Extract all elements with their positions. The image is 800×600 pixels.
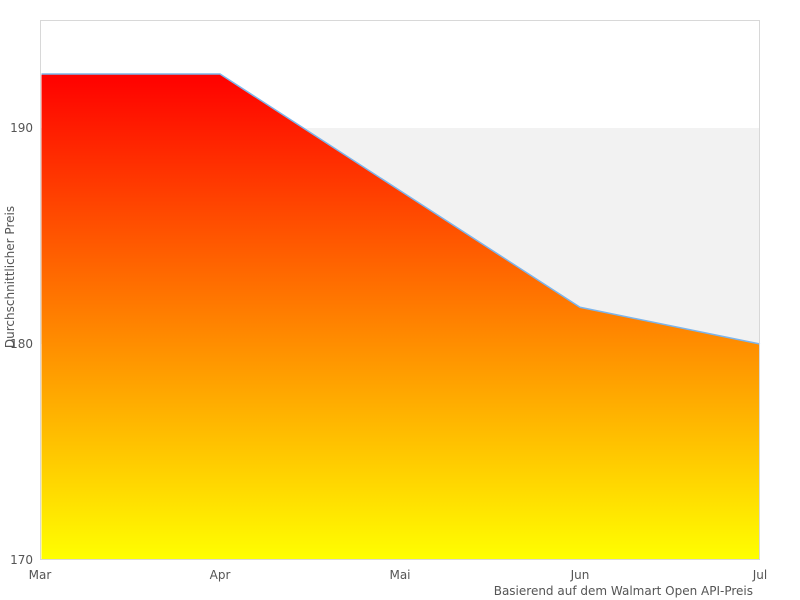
x-tick-label: Apr [209, 568, 231, 582]
x-tick-label: Mai [389, 568, 411, 582]
x-tick-label: Mar [28, 568, 52, 582]
chart-caption: Basierend auf dem Walmart Open API-Preis [493, 584, 753, 598]
x-tick-label: Jun [570, 568, 590, 582]
price-area-series[interactable] [41, 74, 761, 560]
plot-border [40, 20, 760, 560]
y-tick-label: 180 [10, 337, 33, 351]
y-axis-title: Durchschnittlicher Preis [3, 205, 17, 349]
y-tick-label: 190 [10, 121, 33, 135]
x-tick-label: Jul [752, 568, 768, 582]
y-tick-label: 170 [10, 553, 33, 567]
price-line[interactable] [41, 73, 761, 345]
